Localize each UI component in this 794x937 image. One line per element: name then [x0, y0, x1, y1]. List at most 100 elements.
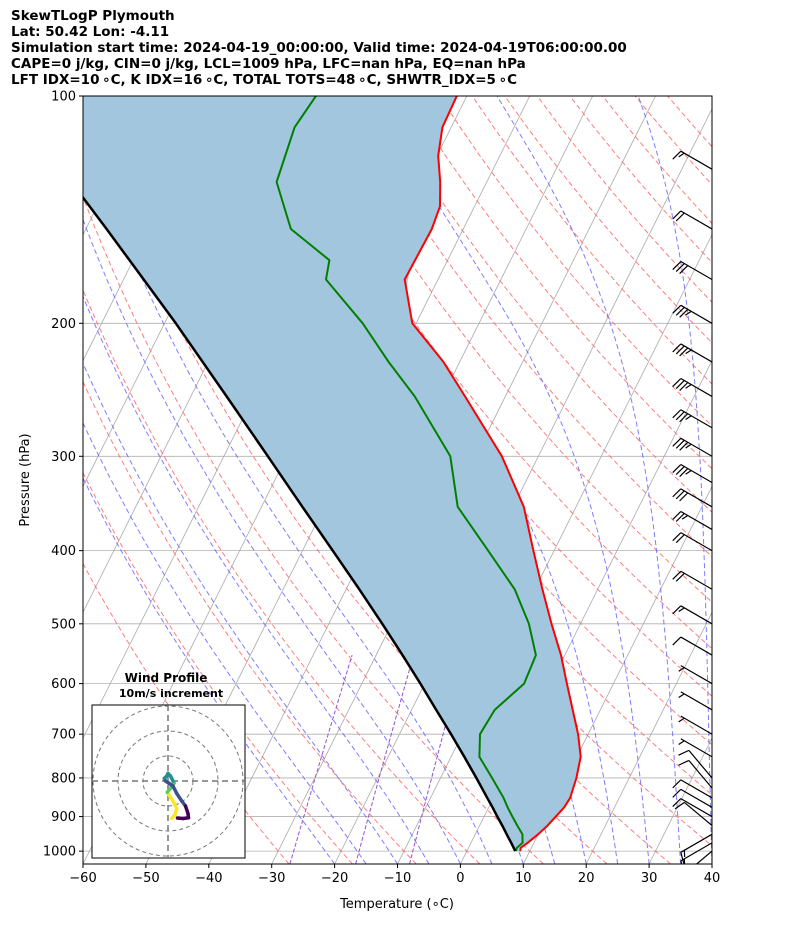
barb-feather: [675, 513, 685, 522]
hodograph-segment: [175, 816, 185, 821]
barb-staff: [680, 377, 712, 398]
temperature-line: [403, 96, 582, 852]
barb-feather: [675, 439, 685, 449]
barb-feather: [672, 150, 682, 160]
barb-feather: [672, 798, 682, 808]
indices-line: LFT IDX=10 ∘C, K IDX=16 ∘C, TOTAL TOTS=4…: [11, 72, 517, 88]
barb-feather: [685, 310, 692, 316]
barb-feather: [675, 411, 685, 421]
barb-feather: [685, 470, 692, 475]
hodograph-area: [92, 705, 245, 858]
barb-feather: [685, 349, 692, 355]
isotherm-10: [522, 485, 712, 864]
isotherm--110: [83, 96, 153, 236]
barb-staff: [710, 96, 712, 97]
wind-barb: [678, 715, 712, 735]
barb-feather: [675, 572, 685, 582]
barb-feather: [678, 152, 685, 158]
wind-barb: [672, 464, 712, 484]
moist-adiabat: [637, 96, 712, 864]
barb-feather: [678, 607, 685, 613]
barb-feather: [675, 263, 685, 272]
x-tick-label: 20: [578, 871, 595, 886]
barb-feather: [679, 468, 689, 477]
barb-staff: [680, 738, 712, 758]
x-tick-label: 10: [515, 871, 532, 886]
barb-feather: [685, 415, 692, 420]
wind-barbs: [672, 78, 712, 864]
barb-feather: [675, 490, 685, 500]
x-tick-label: 30: [641, 871, 658, 886]
isotherm-20: [585, 611, 712, 864]
barb-staff: [680, 464, 712, 484]
axis-ticks: −60 −50 −40 −30 −20 −10 0 10 20 30 40 100 200 300 400 5…: [43, 90, 720, 887]
moist-adiabat: [83, 295, 430, 864]
cape-area: [83, 96, 581, 852]
barb-staff: [680, 210, 712, 230]
wind-barb: [695, 850, 712, 864]
wind-barb: [673, 78, 712, 97]
y-tick-label: 300: [51, 450, 76, 465]
barb-feather: [679, 265, 689, 274]
barb-feather: [672, 532, 682, 542]
moist-adiabat: [743, 96, 749, 864]
dry-adiabat: [83, 99, 608, 864]
dry-adiabat: [113, 96, 671, 864]
chart-header: SkewTLogP Plymouth Lat: 50.42 Lon: -4.11…: [11, 8, 627, 88]
barb-feather: [679, 347, 689, 357]
moist-adiabat: [83, 126, 493, 864]
wind-barb: [672, 488, 712, 508]
cape-cin-line: CAPE=0 j/kg, CIN=0 j/kg, LCL=1009 hPa, L…: [11, 56, 526, 72]
x-tick-label: −60: [69, 871, 96, 886]
isotherm--120: [83, 96, 90, 110]
barb-staff: [680, 261, 712, 281]
mixing-ratio-line: [355, 654, 415, 864]
moist-adiabat: [83, 477, 336, 864]
barb-feather: [672, 779, 682, 789]
wind-barb: [672, 377, 712, 398]
y-tick-label: 600: [51, 677, 76, 692]
barb-feather: [685, 443, 692, 449]
barb-feather: [673, 78, 681, 86]
y-tick-label: 800: [51, 771, 76, 786]
barb-staff: [680, 343, 712, 363]
wind-barb: [672, 304, 712, 324]
hodograph-title: Wind Profile: [125, 671, 208, 685]
barb-feather: [672, 343, 682, 353]
y-tick-label: 1000: [43, 845, 76, 860]
x-tick-label: −20: [321, 871, 348, 886]
barb-feather: [672, 378, 682, 387]
barb-feather: [679, 492, 689, 502]
y-tick-label: 900: [51, 810, 76, 825]
wind-barb: [672, 788, 712, 808]
barb-feather: [685, 383, 692, 389]
wind-barb: [672, 570, 712, 590]
wind-barb: [672, 510, 712, 530]
x-tick-label: −40: [195, 871, 222, 886]
dry-adiabat: [276, 96, 712, 650]
wind-barb: [678, 759, 712, 789]
barb-feather: [678, 693, 685, 699]
wind-barb: [672, 636, 712, 656]
barb-staff: [680, 665, 712, 685]
barb-feather: [678, 749, 690, 756]
wind-barb: [680, 833, 712, 864]
x-tick-label: −10: [384, 871, 411, 886]
barb-staff: [684, 801, 712, 827]
barb-feather: [672, 261, 682, 270]
dewpoint-line: [275, 96, 537, 852]
barb-feather: [672, 788, 682, 798]
barb-feather: [678, 740, 685, 745]
y-tick-label: 500: [51, 617, 76, 632]
barb-staff: [680, 715, 712, 735]
barb-staff: [680, 409, 712, 429]
wind-barb: [672, 150, 712, 170]
barb-feather: [680, 852, 685, 864]
wind-barb: [678, 691, 712, 711]
barb-feather: [672, 409, 682, 419]
dry-adiabat: [83, 195, 544, 864]
wind-barb: [672, 210, 712, 230]
barb-staff: [680, 779, 712, 799]
dry-adiabat: [83, 288, 481, 864]
station-title: SkewTLogP Plymouth: [11, 8, 175, 24]
